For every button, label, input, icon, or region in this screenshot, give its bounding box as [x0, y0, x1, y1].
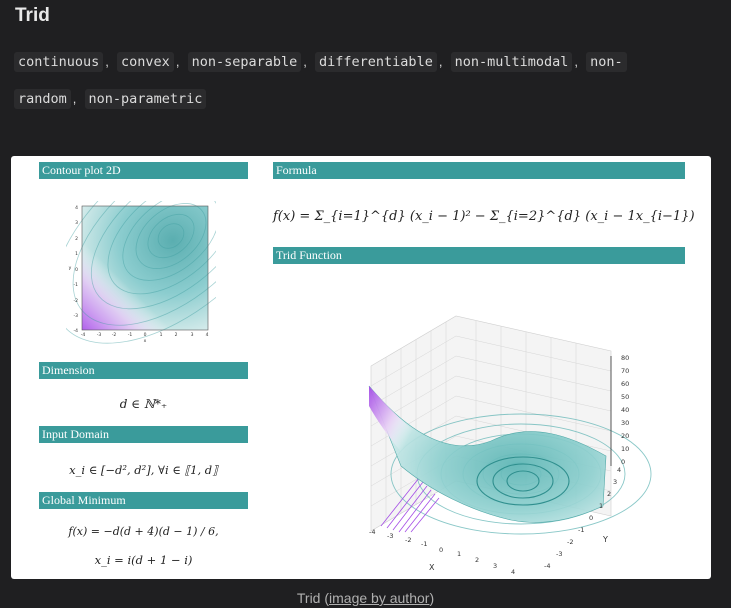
svg-text:1: 1	[75, 251, 78, 257]
surface-y-ticks: -4 -3 -2 -1 0 1 2 3 4	[544, 466, 621, 570]
svg-text:-3: -3	[556, 550, 562, 558]
svg-text:-4: -4	[81, 332, 86, 338]
svg-text:2: 2	[475, 556, 479, 564]
svg-text:50: 50	[621, 393, 629, 401]
svg-text:-4: -4	[544, 562, 550, 570]
tag: random	[14, 89, 71, 109]
svg-text:-1: -1	[128, 332, 133, 338]
image-by-author-link[interactable]: image by author	[329, 590, 430, 606]
dimension-value: d ∈ ℕ*₊	[119, 397, 168, 411]
trid-figure-card: Contour plot 2D	[11, 156, 711, 579]
svg-text:0: 0	[75, 267, 78, 273]
surface-z-ticks: 0 10 20 30 40 50 60 70 80	[621, 354, 629, 466]
svg-text:-1: -1	[578, 526, 584, 534]
svg-text:2: 2	[75, 236, 78, 242]
svg-text:1: 1	[457, 550, 461, 558]
input-domain-header: Input Domain	[39, 426, 248, 443]
contour-xlabel: x	[144, 339, 147, 344]
tag-list: continuous, convex, non-separable, diffe…	[14, 44, 714, 118]
tag-fragment: non-	[586, 52, 627, 72]
svg-text:1: 1	[599, 502, 603, 510]
global-minimum-x: x_i = i(d + 1 − i)	[94, 553, 193, 567]
svg-text:2: 2	[607, 490, 611, 498]
trid-function-header: Trid Function	[273, 247, 685, 264]
svg-text:-1: -1	[74, 282, 79, 288]
tag-line-2: random, non-parametric	[14, 81, 714, 118]
svg-text:0: 0	[621, 458, 625, 466]
contour-plot: 4 3 2 1 0 -1 -2 -3 -4 -4 -3 -2 -1 0 1 2 …	[66, 201, 216, 344]
svg-text:4: 4	[75, 205, 78, 211]
contour-corner-gradient	[82, 206, 208, 330]
tag: continuous	[14, 52, 104, 72]
global-minimum-header: Global Minimum	[39, 492, 248, 509]
svg-text:4: 4	[511, 568, 515, 576]
svg-text:3: 3	[493, 562, 497, 570]
svg-text:4: 4	[617, 466, 621, 474]
svg-text:60: 60	[621, 380, 629, 388]
contour-y-ticks: 4 3 2 1 0 -1 -2 -3 -4	[74, 205, 79, 334]
tag: differentiable	[315, 52, 437, 72]
svg-text:0: 0	[589, 514, 593, 522]
svg-text:-3: -3	[74, 313, 79, 319]
svg-text:-2: -2	[567, 538, 573, 546]
surface-floor-purple	[380, 477, 440, 533]
tag-line-1: continuous, convex, non-separable, diffe…	[14, 44, 714, 81]
page-title: Trid	[15, 5, 50, 26]
contour-frame	[81, 205, 209, 331]
svg-text:-2: -2	[405, 536, 411, 544]
surface-xlabel: X	[429, 563, 435, 572]
svg-text:4: 4	[206, 332, 209, 338]
tag: non-separable	[187, 52, 302, 72]
svg-text:2: 2	[175, 332, 178, 338]
svg-text:20: 20	[621, 432, 629, 440]
svg-text:-4: -4	[74, 328, 79, 334]
tag: non-multimodal	[450, 52, 573, 72]
contour-header: Contour plot 2D	[39, 162, 248, 179]
svg-text:-2: -2	[112, 332, 117, 338]
tag: non-parametric	[84, 89, 207, 109]
dimension-header: Dimension	[39, 362, 248, 379]
svg-text:-3: -3	[97, 332, 102, 338]
svg-text:-1: -1	[421, 540, 427, 548]
formula-value: f(x) = Σ_{i=1}^{d} (x_i − 1)² − Σ_{i=2}^…	[273, 209, 695, 224]
figure-caption: Trid (image by author)	[296, 590, 435, 606]
svg-text:3: 3	[75, 220, 78, 226]
svg-text:3: 3	[191, 332, 194, 338]
svg-text:3: 3	[613, 478, 617, 486]
svg-text:0: 0	[144, 332, 147, 338]
svg-text:1: 1	[160, 332, 163, 338]
surface-x-ticks: -4 -3 -2 -1 0 1 2 3 4	[369, 528, 515, 576]
surface-contours	[476, 456, 570, 506]
surface-mesh	[368, 385, 607, 523]
svg-text:-4: -4	[369, 528, 375, 536]
contour-x-ticks: -4 -3 -2 -1 0 1 2 3 4	[81, 332, 209, 338]
surface-ylabel: Y	[602, 535, 608, 544]
svg-text:-2: -2	[74, 298, 79, 304]
contour-ylabel: y	[69, 266, 72, 271]
svg-text:0: 0	[439, 546, 443, 554]
svg-text:30: 30	[621, 419, 629, 427]
surface-plot: 0 10 20 30 40 50 60 70 80 -4 -3 -2 -1 0 …	[368, 315, 652, 576]
input-domain-value: x_i ∈ [−d², d²], ∀i ∈ ⟦1, d⟧	[69, 463, 218, 477]
svg-text:40: 40	[621, 406, 629, 414]
global-minimum-f: f(x) = −d(d + 4)(d − 1) / 6,	[68, 525, 219, 538]
tag: convex	[117, 52, 174, 72]
svg-text:10: 10	[621, 445, 629, 453]
surface-purple-ridge	[369, 386, 451, 481]
svg-text:80: 80	[621, 354, 629, 362]
formula-header: Formula	[273, 162, 685, 179]
svg-text:70: 70	[621, 367, 629, 375]
svg-text:-3: -3	[387, 532, 393, 540]
